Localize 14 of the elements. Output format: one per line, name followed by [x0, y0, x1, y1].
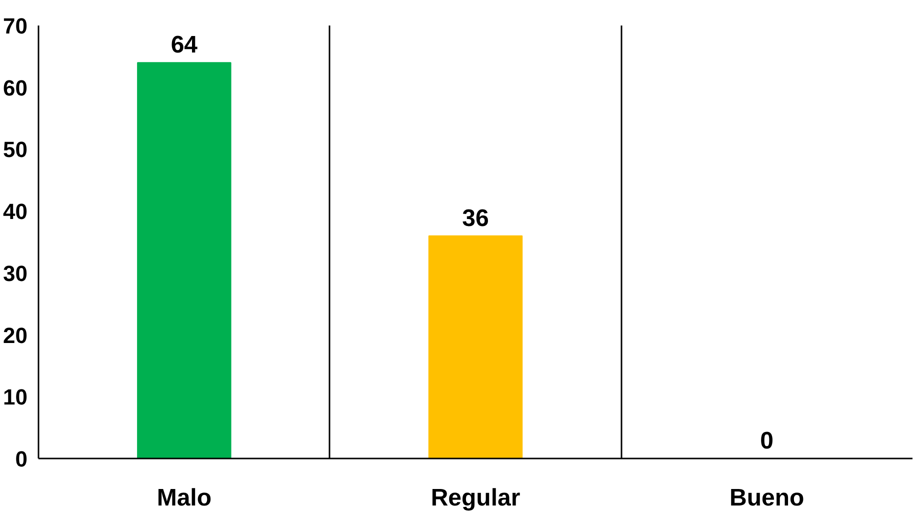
data-label: 0 — [760, 428, 774, 454]
y-tick-label: 0 — [15, 446, 28, 472]
y-tick-label: 50 — [3, 137, 28, 162]
y-tick-label: 70 — [3, 14, 28, 38]
y-tick-label: 30 — [3, 260, 28, 286]
x-tick-label: Bueno — [730, 484, 804, 512]
y-tick-label: 20 — [3, 322, 28, 348]
data-label: 64 — [170, 32, 198, 59]
y-tick-label: 60 — [3, 75, 28, 100]
x-tick-label: Malo — [156, 484, 212, 512]
data-label: 36 — [462, 204, 489, 232]
y-tick-label: 40 — [3, 199, 28, 224]
x-tick-label: Regular — [430, 484, 520, 512]
y-tick-label: 10 — [3, 384, 28, 410]
